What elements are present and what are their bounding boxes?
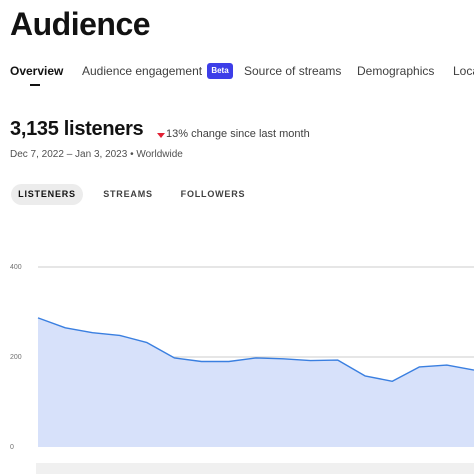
tab[interactable]: Source of streams [244, 64, 342, 78]
tab[interactable]: Overview [10, 64, 64, 78]
date-range: Dec 7, 2022 – Jan 3, 2023 • Worldwide [10, 149, 183, 160]
tab[interactable]: Demographics [357, 64, 435, 78]
tab-underline [30, 84, 40, 86]
tab[interactable]: Audience engagement [82, 64, 203, 78]
page-title: Audience [10, 6, 151, 42]
line [37, 317, 474, 382]
beta-badge: Beta [207, 63, 233, 79]
scroll-track [36, 463, 474, 474]
y-tick-label: 200 [10, 354, 22, 361]
area [38, 317, 474, 447]
change-text: 13% change since last month [166, 128, 310, 140]
down-arrow [157, 133, 165, 138]
y-tick-label: 0 [10, 444, 14, 451]
y-tick-label: 400 [10, 264, 22, 271]
tab[interactable]: Loca [453, 64, 474, 78]
listener-count: 3,135 listeners [10, 118, 144, 140]
metric-button[interactable]: LISTENERS [11, 184, 83, 205]
metric-button[interactable]: STREAMS [103, 189, 153, 199]
metric-button[interactable]: FOLLOWERS [180, 189, 246, 199]
